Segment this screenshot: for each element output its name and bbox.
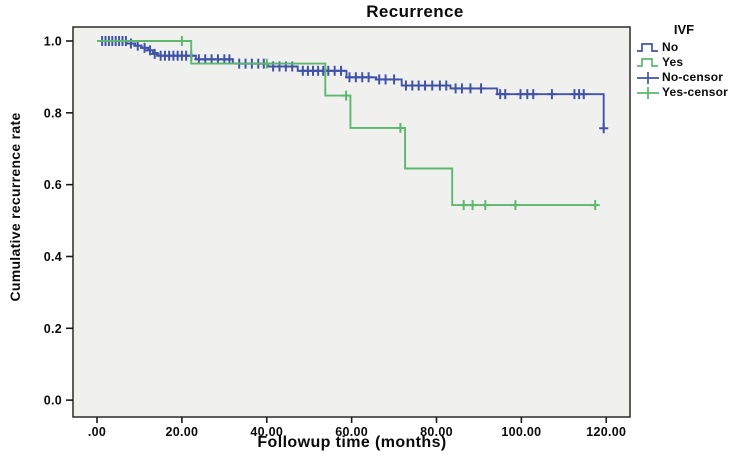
x-axis-label: Followup time (months) (257, 434, 447, 451)
y-tick-label: 1.0 (44, 35, 62, 49)
legend-item-yes: Yes (636, 55, 748, 69)
x-tick-label: .00 (88, 425, 106, 439)
plus-icon (637, 71, 659, 84)
x-tick-label: 120.00 (586, 425, 626, 439)
legend-title: IVF (673, 22, 695, 37)
x-tick-label: 60.00 (335, 425, 368, 439)
y-tick-label: 0.2 (44, 322, 62, 336)
step-line-icon (637, 42, 658, 52)
plus-icon (637, 86, 659, 99)
km-curve-yes (97, 40, 596, 207)
legend-item-yes-censor: Yes-censor (636, 85, 748, 99)
x-tick-label: 20.00 (165, 425, 198, 439)
y-tick-label: 0.6 (44, 178, 62, 192)
legend-label-yes: Yes (662, 55, 684, 69)
legend-label-no-censor: No-censor (662, 70, 724, 84)
plot-area (72, 26, 631, 418)
x-tick-label: 80.00 (420, 425, 453, 439)
y-tick-label: 0.8 (44, 106, 62, 120)
legend-label-yes-censor: Yes-censor (662, 85, 729, 99)
step-line-icon (637, 57, 658, 67)
y-tick-label: 0.0 (44, 394, 62, 408)
legend-item-no-censor: No-censor (636, 70, 748, 84)
y-axis-label: Cumulative recurrence rate (7, 112, 23, 302)
y-tick-label: 0.4 (44, 250, 62, 264)
x-tick-label: 100.00 (501, 425, 541, 439)
legend-item-no: No (636, 40, 748, 54)
legend: IVF No Yes No-censor Yes-ce (636, 22, 748, 100)
legend-label-no: No (662, 40, 679, 54)
chart-title: Recurrence (366, 2, 464, 21)
x-tick-label: 40.00 (250, 425, 283, 439)
